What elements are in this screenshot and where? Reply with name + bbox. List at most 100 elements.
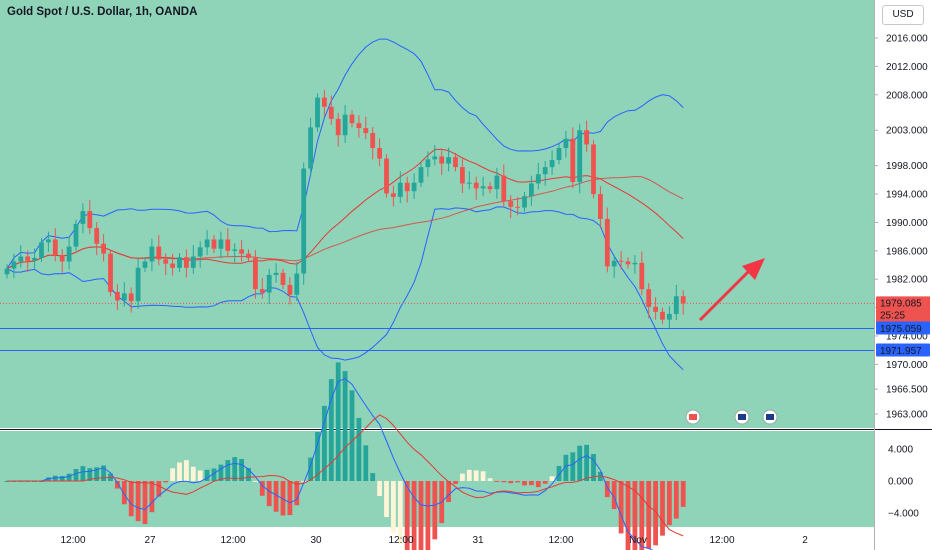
main-panel <box>0 0 874 428</box>
oscillator-tick-label: −4.000 <box>888 509 919 520</box>
candle <box>639 251 645 296</box>
candle <box>218 231 224 259</box>
y-tick-label: 1994.000 <box>886 190 928 201</box>
candle <box>397 171 403 203</box>
x-tick-label: 30 <box>310 535 322 546</box>
candle <box>432 145 438 166</box>
x-tick-label: 12:00 <box>388 535 413 546</box>
candle <box>32 248 37 269</box>
candle <box>632 255 638 274</box>
histogram-bar <box>232 457 238 481</box>
histogram-bar <box>335 362 341 481</box>
histogram-bar <box>508 481 514 484</box>
x-tick-label: 27 <box>144 535 156 546</box>
candle <box>87 199 93 235</box>
histogram-bar <box>591 454 596 481</box>
currency-button[interactable]: USD <box>882 5 924 25</box>
histogram-bar <box>549 476 555 481</box>
candle <box>618 251 624 270</box>
trend-arrow <box>698 266 754 322</box>
histogram-bar <box>342 371 348 481</box>
histogram-bar <box>253 481 258 482</box>
x-tick-label: 12:00 <box>709 535 734 546</box>
candle <box>466 171 472 190</box>
histogram-bar <box>94 467 100 481</box>
histogram-bar <box>653 481 658 546</box>
y-tick-label: 1990.000 <box>886 218 928 229</box>
candle <box>135 258 141 310</box>
candle <box>529 175 534 206</box>
y-tick-label: 2003.000 <box>886 126 928 137</box>
x-tick-label: Nov <box>629 535 647 546</box>
candle <box>142 257 148 273</box>
histogram-bar <box>273 481 279 512</box>
histogram-bar <box>308 457 313 481</box>
candle <box>370 127 376 160</box>
histogram-bar <box>604 481 610 498</box>
candle <box>501 164 507 208</box>
candle <box>473 176 479 200</box>
candle <box>494 167 500 199</box>
candle <box>190 245 196 274</box>
histogram-bar <box>294 481 300 506</box>
histogram-bar <box>239 459 244 481</box>
candle <box>342 105 348 143</box>
histogram-bar <box>225 460 231 481</box>
candle <box>225 228 231 257</box>
candle <box>80 203 86 234</box>
candle <box>556 143 562 165</box>
oscillator-tick-label: 4.000 <box>888 445 913 456</box>
histogram-bar <box>418 481 424 550</box>
histogram-bar <box>73 469 79 481</box>
histogram-bar <box>170 468 175 481</box>
candle <box>570 127 576 189</box>
histogram-bar <box>625 481 631 550</box>
histogram-bar <box>673 481 679 519</box>
histogram-bar <box>563 454 569 481</box>
histogram-bar <box>156 481 162 497</box>
level-tag <box>876 321 930 335</box>
level-1-label: 1975.059 <box>880 324 922 335</box>
candle <box>197 241 203 268</box>
candle <box>211 235 217 253</box>
candle <box>563 130 569 158</box>
candle <box>170 254 175 276</box>
candle <box>204 229 210 256</box>
candle <box>266 268 272 305</box>
candle <box>425 151 431 177</box>
histogram-bar <box>556 465 562 481</box>
candle <box>4 264 10 279</box>
histogram-bar <box>204 469 210 481</box>
histogram-bar <box>522 481 527 486</box>
histogram-bar <box>680 481 686 507</box>
candle <box>253 250 258 299</box>
histogram-bar <box>391 481 396 534</box>
candle <box>273 263 279 283</box>
histogram-bar <box>115 481 120 489</box>
histogram-bar <box>218 464 224 481</box>
histogram-bar <box>87 468 93 481</box>
histogram-bar <box>370 473 376 481</box>
candle <box>246 249 251 263</box>
histogram-bar <box>611 481 617 510</box>
candle <box>322 89 327 117</box>
candle <box>680 290 686 315</box>
axes: 2016.000 2012.000 2008.000 2003.000 1998.000… <box>60 34 930 546</box>
last-price-tag <box>876 296 930 323</box>
candle <box>25 250 31 273</box>
histogram-bar <box>494 481 500 482</box>
candle <box>439 150 445 175</box>
candle <box>646 283 652 319</box>
candle <box>73 219 79 251</box>
histogram-bar <box>529 481 534 486</box>
countdown-label: 25:25 <box>880 310 905 321</box>
candle <box>66 236 72 270</box>
histogram-bar <box>646 481 652 549</box>
y-tick-label: 1974.000 <box>886 331 928 342</box>
histogram-bar <box>259 481 265 496</box>
candle <box>446 147 451 172</box>
histogram-bar <box>121 481 127 505</box>
candle <box>625 257 631 269</box>
